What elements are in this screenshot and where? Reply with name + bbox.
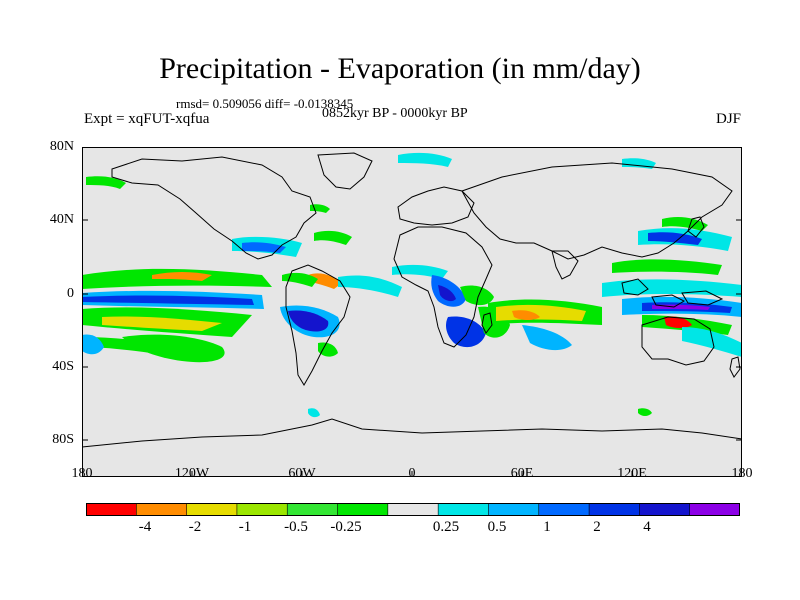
lat-label-80n: 80N — [49, 139, 74, 154]
world-map — [82, 147, 742, 477]
colorbar-cell — [437, 503, 490, 516]
colorbar-cell — [86, 503, 138, 516]
lon-label-0: 0 — [408, 466, 416, 481]
coastlines — [82, 152, 742, 448]
season-label: DJF — [715, 111, 741, 127]
colorbar-label: 4 — [643, 519, 651, 535]
stats-line: rmsd= 0.509056 diff= -0.0138345 — [176, 96, 354, 111]
colorbar-label: -0.5 — [284, 519, 308, 535]
lat-label-40s: 40S — [52, 359, 74, 374]
lon-label-60e: 60E — [510, 466, 534, 481]
period-label: 0852kyr BP - 0000kyr BP — [322, 106, 468, 121]
colorbar-cell — [387, 503, 439, 516]
colorbar-cell — [639, 503, 691, 516]
colorbar-label: -2 — [188, 519, 202, 535]
colorbar-cell — [337, 503, 389, 516]
colorbar-label: -1 — [238, 519, 252, 535]
colorbar-label: 0.5 — [487, 519, 507, 535]
colorbar-cell — [286, 503, 339, 516]
colorbar-cell — [538, 503, 590, 516]
lon-label-120w: 120W — [174, 466, 210, 481]
lon-label-120e: 120E — [617, 466, 647, 481]
colorbar-label: -4 — [138, 519, 152, 535]
colorbar-cell — [488, 503, 540, 516]
colorbar-label: 1 — [543, 519, 551, 535]
colorbar-cell — [186, 503, 238, 516]
experiment-label: Expt = xqFUT-xqfua — [84, 111, 210, 127]
colorbar-label: 2 — [593, 519, 601, 535]
lon-label-180e: 180 — [731, 466, 753, 481]
colorbar — [86, 503, 740, 516]
colorbar-cell — [588, 503, 641, 516]
colorbar-cell — [136, 503, 188, 516]
colorbar-label: -0.25 — [330, 519, 362, 535]
map-ticks — [82, 147, 742, 477]
precip-anomaly-field — [82, 152, 742, 418]
colorbar-label: 0.25 — [432, 519, 460, 535]
lat-label-40n: 40N — [49, 212, 74, 227]
lat-label-eq: 0 — [67, 286, 74, 301]
colorbar-cell — [236, 503, 289, 516]
lat-label-80s: 80S — [52, 432, 74, 447]
plot-title: Precipitation - Evaporation (in mm/day) — [159, 52, 641, 85]
lon-label-60w: 60W — [288, 466, 316, 481]
colorbar-cell — [689, 503, 740, 516]
lon-label-180w: 180 — [71, 466, 93, 481]
